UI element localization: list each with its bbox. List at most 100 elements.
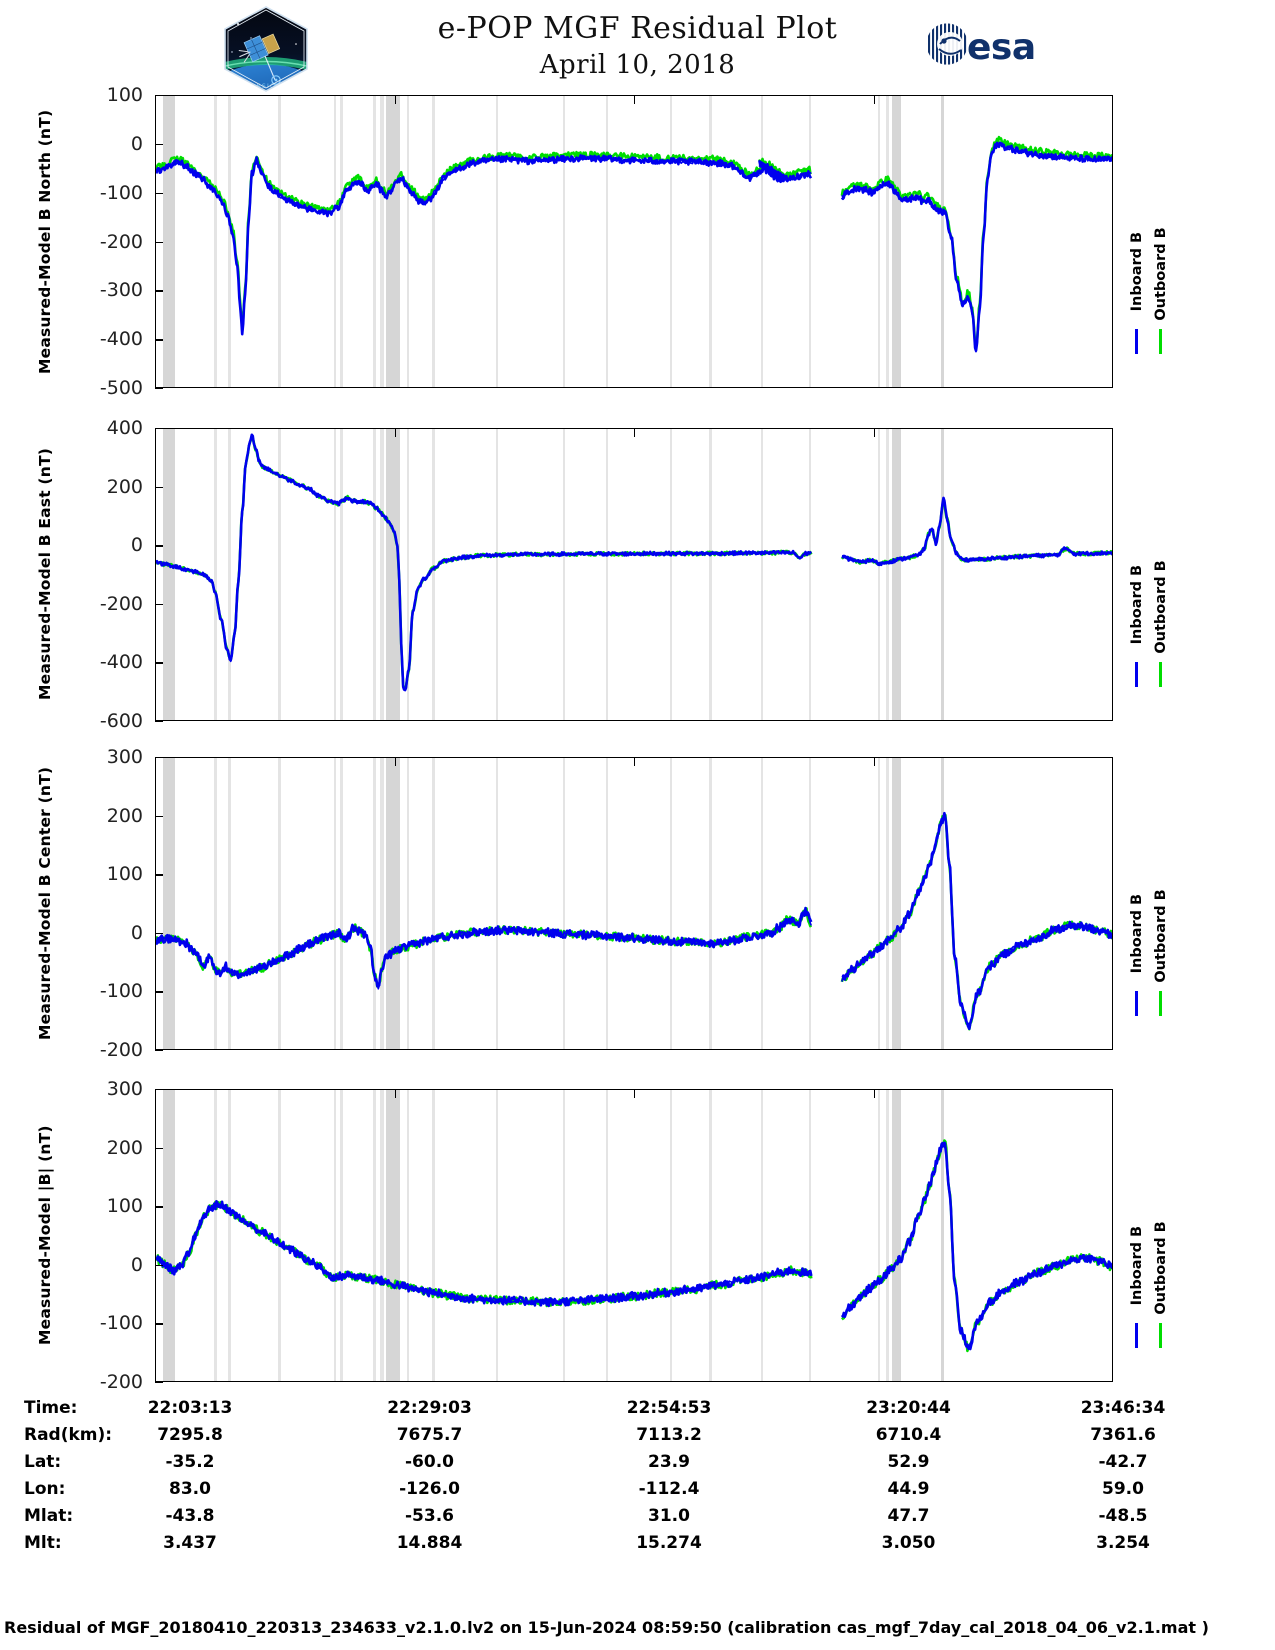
event-band xyxy=(406,96,409,387)
event-band xyxy=(214,758,217,1049)
table-row: Mlt: 3.437 14.884 15.274 3.050 3.254 xyxy=(0,1533,1275,1560)
y-tick-mark xyxy=(155,1050,163,1052)
event-band xyxy=(941,758,944,1049)
event-band xyxy=(808,758,812,1049)
event-band xyxy=(379,1090,384,1381)
event-band xyxy=(886,1090,889,1381)
y-tick-label: -400 xyxy=(99,328,143,351)
event-band xyxy=(941,429,944,720)
legend-2: Inboard B Outboard B xyxy=(1121,428,1217,721)
event-band xyxy=(808,1090,812,1381)
event-band xyxy=(379,429,384,720)
y-tick-label: 100 xyxy=(106,1195,143,1218)
event-band xyxy=(892,1090,901,1381)
y-tick-mark xyxy=(155,874,163,876)
y-tick-label: 0 xyxy=(130,534,143,557)
y-tick-label: 300 xyxy=(106,746,143,768)
y-tick-label: -300 xyxy=(99,279,143,302)
event-band xyxy=(385,96,400,387)
legend-label-outboard: Outboard B xyxy=(1153,227,1169,321)
table-row-label: Mlt: xyxy=(24,1533,62,1553)
x-tick-mark xyxy=(873,428,875,437)
ephemeris-table: Time: 22:03:13 22:29:03 22:54:53 23:20:44 23:… xyxy=(0,1398,1275,1560)
y-tick-mark xyxy=(155,757,163,759)
y-tick-label: -100 xyxy=(99,181,143,204)
legend-label-inboard: Inboard B xyxy=(1129,894,1145,974)
x-tick-mark xyxy=(873,95,875,104)
table-cell: 59.0 xyxy=(1102,1479,1144,1499)
table-cell: -42.7 xyxy=(1098,1452,1148,1472)
table-cell: 23:46:34 xyxy=(1080,1398,1166,1418)
table-cell: 52.9 xyxy=(887,1452,930,1472)
table-row-label: Time: xyxy=(24,1398,78,1418)
event-band xyxy=(228,1090,231,1381)
legend-4: Inboard B Outboard B xyxy=(1121,1089,1217,1382)
legend-swatch-inboard xyxy=(1135,662,1138,688)
cassiope-mission-logo-icon: CASSIOPE xyxy=(218,4,314,94)
table-cell: 7675.7 xyxy=(396,1425,463,1445)
table-row: Rad(km): 7295.8 7675.7 7113.2 6710.4 7361.6 xyxy=(0,1425,1275,1452)
y-tick-label: -400 xyxy=(99,651,143,674)
y-tick-mark xyxy=(155,603,163,606)
event-band xyxy=(340,429,343,720)
x-tick-mark xyxy=(873,1089,875,1098)
event-band xyxy=(886,758,889,1049)
table-cell: -35.2 xyxy=(165,1452,215,1472)
y-tick-label: -200 xyxy=(99,230,143,253)
table-cell: -43.8 xyxy=(165,1506,215,1526)
table-cell: 83.0 xyxy=(169,1479,211,1499)
event-band xyxy=(941,1090,944,1381)
legend-1: Inboard B Outboard B xyxy=(1121,95,1217,388)
y-tick-mark xyxy=(155,1323,163,1325)
event-band xyxy=(162,758,176,1049)
y-tick-label: 400 xyxy=(106,417,143,439)
plot-area-4 xyxy=(155,1089,1113,1382)
y-tick-mark xyxy=(155,241,163,243)
event-band xyxy=(760,758,764,1049)
y-tick-label: -600 xyxy=(99,710,143,732)
title-primary: e-POP MGF Residual Plot xyxy=(437,11,838,46)
table-cell: 47.7 xyxy=(887,1506,930,1526)
event-band xyxy=(877,429,881,720)
event-band xyxy=(562,96,566,387)
event-band xyxy=(760,429,764,720)
y-tick-mark xyxy=(155,290,163,292)
y-tick-label: -500 xyxy=(99,377,143,399)
event-band xyxy=(709,429,712,720)
legend-swatch-outboard xyxy=(1159,662,1162,688)
event-band xyxy=(808,96,812,387)
event-band xyxy=(605,758,609,1049)
data-trace-2 xyxy=(156,433,1112,692)
x-tick-mark xyxy=(634,428,636,437)
event-band xyxy=(760,96,764,387)
event-band xyxy=(605,1090,609,1381)
y-tick-label: 300 xyxy=(106,1078,143,1100)
y-tick-mark xyxy=(155,486,163,488)
event-band xyxy=(379,758,384,1049)
event-band xyxy=(495,429,498,720)
event-band xyxy=(214,96,217,387)
y-tick-label: 200 xyxy=(106,804,143,827)
plot-area-1 xyxy=(155,95,1113,388)
event-band xyxy=(432,758,435,1049)
event-band xyxy=(495,758,498,1049)
event-band xyxy=(406,758,409,1049)
event-band xyxy=(877,1090,881,1381)
table-cell: 22:03:13 xyxy=(147,1398,233,1418)
y-tick-mark xyxy=(155,388,163,390)
event-band xyxy=(333,1090,337,1381)
event-band xyxy=(669,96,673,387)
y-tick-mark xyxy=(155,192,163,195)
y-tick-label: 0 xyxy=(130,921,143,944)
event-band xyxy=(406,1090,409,1381)
table-row: Lat: -35.2 -60.0 23.9 52.9 -42.7 xyxy=(0,1452,1275,1479)
x-tick-mark xyxy=(634,757,636,766)
table-cell: 23.9 xyxy=(648,1452,690,1472)
x-tick-mark xyxy=(394,1089,396,1098)
x-tick-mark xyxy=(634,1089,636,1098)
y-axis-title-2: Measured-Model B East (nT) xyxy=(36,448,54,701)
legend-swatch-inboard xyxy=(1135,991,1138,1017)
y-tick-label: 200 xyxy=(106,1136,143,1159)
data-trace-3 xyxy=(156,811,1112,1031)
legend-label-inboard: Inboard B xyxy=(1129,1226,1145,1306)
